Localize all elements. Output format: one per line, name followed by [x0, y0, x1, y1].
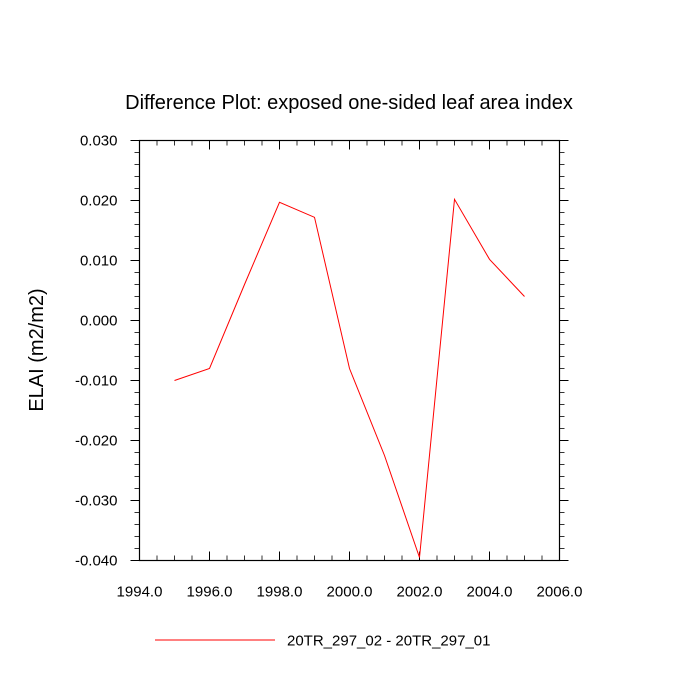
series-layer	[174, 197, 525, 558]
chart-title: Difference Plot: exposed one-sided leaf …	[125, 92, 573, 114]
y-tick-label: -0.030	[75, 493, 118, 510]
x-tick-label: 1998.0	[257, 584, 303, 601]
x-tick-label: 2002.0	[397, 584, 443, 601]
x-tick-label: 2004.0	[467, 584, 513, 601]
x-tick-label: 2006.0	[537, 584, 583, 601]
y-tick-label: -0.040	[75, 553, 118, 570]
series-line	[174, 197, 525, 558]
x-tick-label: 2000.0	[327, 584, 373, 601]
y-tick-label: 0.030	[80, 133, 118, 150]
x-axis: 1994.0 1996.0 1998.0 2000.0 2002.0 2004.0 2006…	[117, 140, 583, 601]
y-tick-label: -0.010	[75, 373, 118, 390]
legend: 20TR_297_02 - 20TR_297_01	[155, 633, 490, 650]
y-tick-label: 0.010	[80, 253, 118, 270]
x-tick-label: 1994.0	[117, 584, 163, 601]
plot-frame	[138, 139, 561, 562]
y-tick-label: 0.000	[80, 313, 118, 330]
y-tick-label: -0.020	[75, 433, 118, 450]
legend-label: 20TR_297_02 - 20TR_297_01	[287, 633, 490, 650]
y-tick-label: 0.020	[80, 193, 118, 210]
x-tick-label: 1996.0	[187, 584, 233, 601]
y-axis-label: ELAI (m2/m2)	[26, 288, 48, 411]
y-axis: 0.030 0.020 0.010 0.000 -0.010 -0.020 -0.030 -0…	[75, 133, 569, 570]
